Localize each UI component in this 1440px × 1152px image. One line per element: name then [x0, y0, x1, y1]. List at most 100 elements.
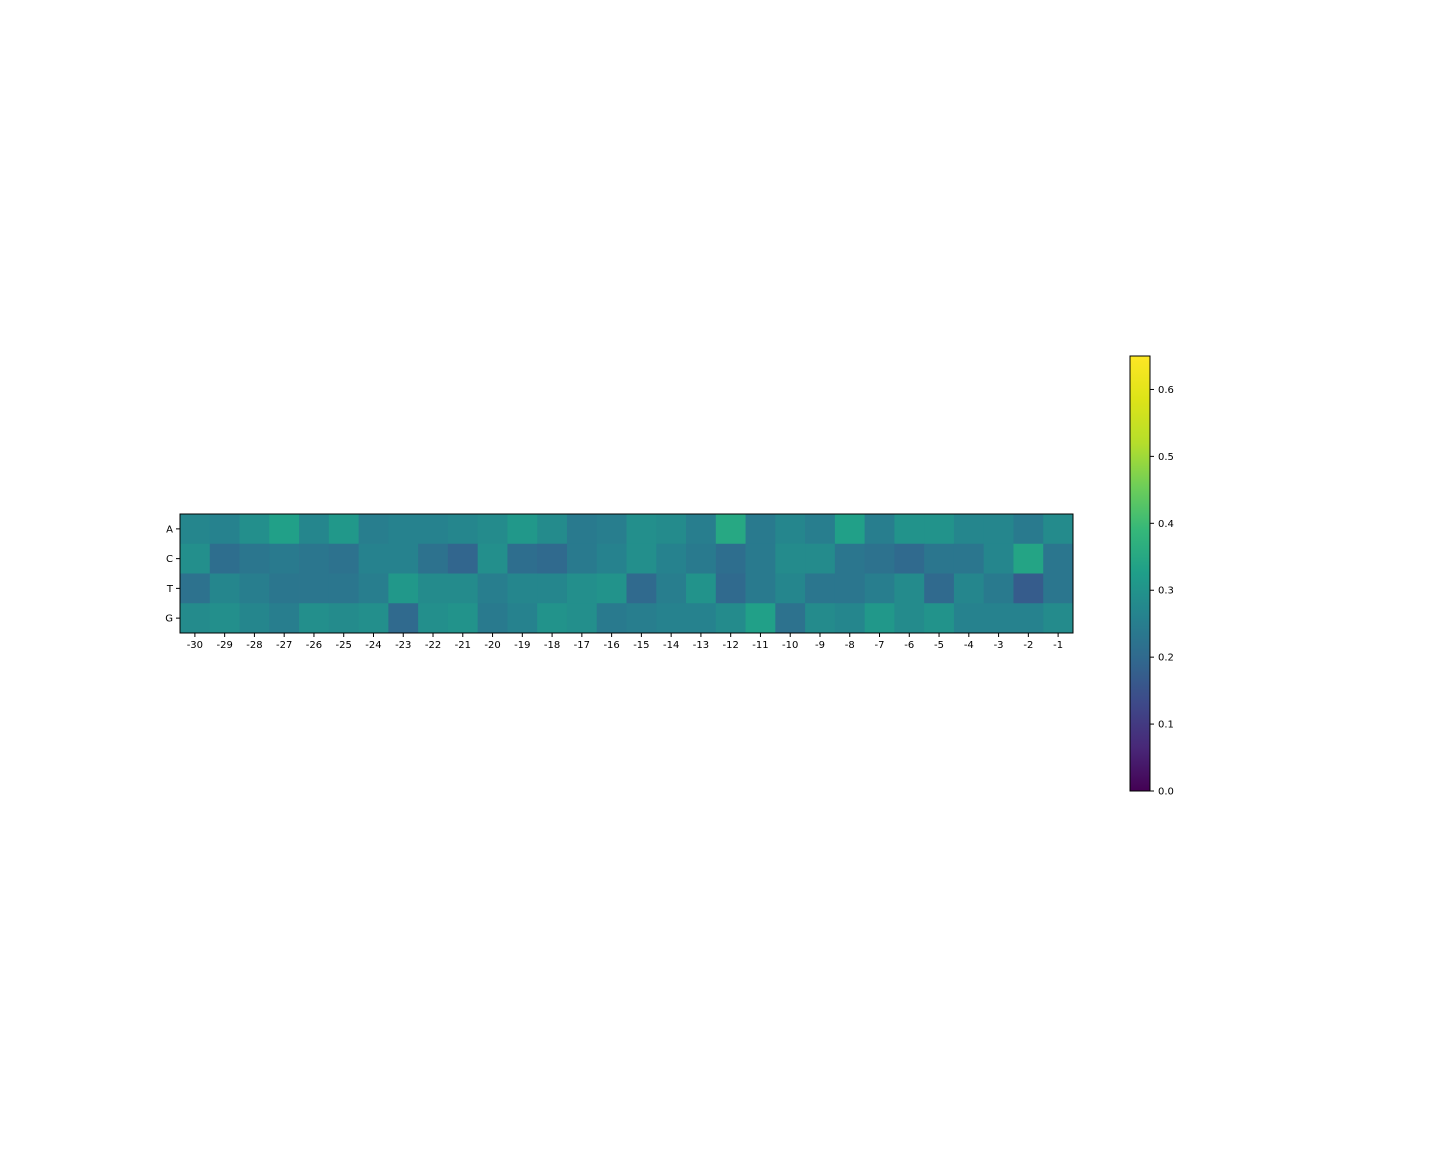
heatmap-cell-C--29	[209, 543, 240, 574]
colorbar-tick-label: 0.6	[1158, 385, 1174, 396]
heatmap-cell-A--27	[269, 514, 300, 545]
x-tick-label: -8	[845, 640, 855, 651]
heatmap-cell-C--21	[447, 543, 479, 574]
x-tick-label: -24	[365, 640, 381, 651]
heatmap-cell-G--8	[834, 603, 866, 634]
x-tick-label: -21	[455, 640, 471, 651]
x-tick-label: -7	[875, 640, 885, 651]
heatmap-cell-T--13	[686, 573, 717, 604]
heatmap-cell-A--18	[537, 514, 568, 545]
heatmap-cell-T--1	[1043, 573, 1074, 604]
colorbar-bar	[1129, 355, 1151, 792]
heatmap-cell-G--23	[388, 603, 419, 634]
x-tick-label: -6	[904, 640, 914, 651]
heatmap-cell-A--13	[686, 514, 717, 545]
heatmap-cell-T--23	[388, 573, 419, 604]
heatmap-cell-T--16	[596, 573, 627, 604]
heatmap-cell-C--28	[239, 543, 270, 574]
heatmap-cell-C--1	[1043, 543, 1074, 574]
x-tick-label: -1	[1053, 640, 1063, 651]
heatmap-cell-A--21	[447, 514, 479, 545]
heatmap-cell-C--6	[894, 543, 925, 574]
heatmap-cell-A--30	[180, 514, 211, 545]
heatmap-cell-T--17	[566, 573, 598, 604]
heatmap-cells	[180, 514, 1074, 634]
heatmap-cell-G--4	[953, 603, 985, 634]
heatmap-cell-T--25	[328, 573, 359, 604]
heatmap-cell-G--10	[775, 603, 806, 634]
heatmap-cell-T--19	[507, 573, 538, 604]
colorbar-ticks: 0.0 0.1 0.2 0.3 0.4 0.5 0.6	[1150, 385, 1174, 798]
heatmap-cell-T--5	[924, 573, 955, 604]
heatmap-cell-G--27	[269, 603, 300, 634]
y-tick-label: G	[165, 614, 173, 625]
heatmap-frame	[179, 513, 1074, 634]
heatmap-cell-C--14	[656, 543, 687, 574]
heatmap-cell-G--2	[1013, 603, 1044, 634]
x-tick-label: -22	[425, 640, 441, 651]
heatmap-cell-G--16	[596, 603, 627, 634]
heatmap-cell-C--25	[328, 543, 359, 574]
colorbar-tick-label: 0.1	[1158, 720, 1174, 731]
x-tick-label: -5	[934, 640, 944, 651]
heatmap-cell-A--4	[953, 514, 985, 545]
y-tick-label: C	[166, 554, 173, 565]
y-tick-label: A	[166, 524, 173, 535]
heatmap-cell-G--25	[328, 603, 359, 634]
heatmap-cell-G--17	[566, 603, 598, 634]
heatmap-cell-A--28	[239, 514, 270, 545]
x-tick-label: -15	[633, 640, 649, 651]
heatmap-cell-C--9	[805, 543, 836, 574]
heatmap-cell-G--3	[983, 603, 1014, 634]
heatmap-cell-T--29	[209, 573, 240, 604]
heatmap-cell-A--15	[626, 514, 657, 545]
heatmap-cell-G--28	[239, 603, 270, 634]
heatmap-cell-G--19	[507, 603, 538, 634]
heatmap-cell-C--30	[180, 543, 211, 574]
x-tick-label: -14	[663, 640, 679, 651]
heatmap-cell-G--14	[656, 603, 687, 634]
heatmap-cell-A--20	[477, 514, 508, 545]
heatmap-cell-G--13	[686, 603, 717, 634]
x-tick-label: -26	[306, 640, 322, 651]
heatmap-cell-C--15	[626, 543, 657, 574]
x-tick-label: -13	[693, 640, 709, 651]
heatmap-cell-A--23	[388, 514, 419, 545]
heatmap-cell-A--5	[924, 514, 955, 545]
heatmap-cell-A--24	[358, 514, 389, 545]
heatmap-cell-A--9	[805, 514, 836, 545]
heatmap-cell-T--28	[239, 573, 270, 604]
x-tick-label: -4	[964, 640, 974, 651]
heatmap-cell-C--17	[566, 543, 598, 574]
heatmap-cell-G--7	[864, 603, 895, 634]
heatmap-cell-T--27	[269, 573, 300, 604]
heatmap-cell-C--16	[596, 543, 627, 574]
heatmap-cell-C--12	[715, 543, 746, 574]
heatmap-cell-G--21	[447, 603, 479, 634]
heatmap-cell-C--11	[745, 543, 776, 574]
x-tick-label: -16	[603, 640, 619, 651]
heatmap-cell-T--24	[358, 573, 389, 604]
heatmap-cell-G--11	[745, 603, 776, 634]
colorbar-tick-label: 0.2	[1158, 653, 1174, 664]
heatmap-cell-A--26	[299, 514, 330, 545]
heatmap-cell-A--22	[418, 514, 449, 545]
x-tick-label: -3	[994, 640, 1004, 651]
heatmap-cell-C--24	[358, 543, 389, 574]
colorbar-tick-label: 0.0	[1158, 787, 1174, 798]
heatmap-cell-G--20	[477, 603, 508, 634]
heatmap-cell-G--15	[626, 603, 657, 634]
heatmap-cell-G--22	[418, 603, 449, 634]
heatmap-cell-C--5	[924, 543, 955, 574]
heatmap-cell-A--16	[596, 514, 627, 545]
heatmap-cell-C--18	[537, 543, 568, 574]
heatmap-cell-C--27	[269, 543, 300, 574]
x-tick-label: -10	[782, 640, 798, 651]
heatmap-cell-C--4	[953, 543, 985, 574]
heatmap-cell-A--10	[775, 514, 806, 545]
heatmap-cell-T--7	[864, 573, 895, 604]
heatmap-cell-A--1	[1043, 514, 1074, 545]
x-tick-label: -23	[395, 640, 411, 651]
colorbar: 0.0 0.1 0.2 0.3 0.4 0.5 0.6	[1129, 355, 1174, 798]
